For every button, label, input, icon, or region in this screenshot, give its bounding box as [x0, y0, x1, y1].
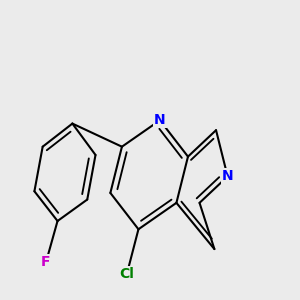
Text: N: N — [222, 169, 233, 183]
Text: F: F — [41, 255, 51, 269]
Text: N: N — [154, 113, 166, 127]
Text: Cl: Cl — [119, 267, 134, 281]
